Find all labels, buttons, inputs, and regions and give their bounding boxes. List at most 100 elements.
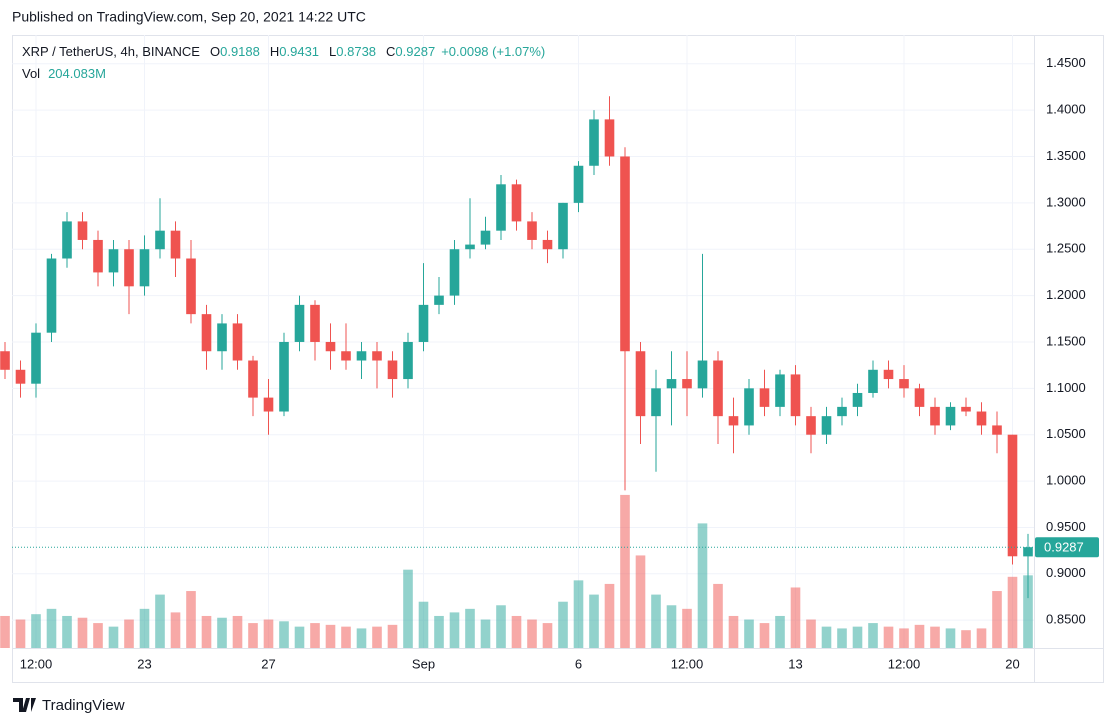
candle-body xyxy=(976,411,987,426)
volume-bar xyxy=(651,594,661,648)
x-tick-label: 13 xyxy=(788,656,802,671)
x-tick-label: 12:00 xyxy=(671,656,704,671)
volume-bar xyxy=(139,608,150,648)
volume-bar xyxy=(46,608,57,648)
candle-body xyxy=(713,360,723,417)
c-letter: C xyxy=(386,44,395,59)
volume-bar xyxy=(728,615,739,648)
volume-bar xyxy=(914,624,925,648)
candle-body xyxy=(558,202,568,250)
volume-bar xyxy=(480,619,491,648)
volume-bar xyxy=(620,494,630,648)
volume-bar xyxy=(558,601,568,648)
candle-body xyxy=(821,416,832,435)
l-letter: L xyxy=(329,44,336,59)
candle-body xyxy=(325,341,336,352)
volume-bar xyxy=(263,619,274,648)
candle-body xyxy=(263,397,274,412)
volume-bar xyxy=(868,623,878,648)
candle-body xyxy=(930,406,940,426)
candle-body xyxy=(217,323,227,352)
candle-body xyxy=(387,360,398,380)
x-tick-label: 6 xyxy=(575,656,582,671)
candle-body xyxy=(651,388,661,417)
candle-body xyxy=(666,379,677,389)
o-value: 0.9188 xyxy=(220,44,260,59)
candle-body xyxy=(914,388,925,407)
volume-name: Vol xyxy=(22,66,40,81)
volume-bar xyxy=(759,623,770,648)
y-tick-label: 0.8500 xyxy=(1046,612,1086,627)
volume-bar xyxy=(372,626,382,648)
chart-frame xyxy=(12,35,1104,683)
volume-bar xyxy=(790,587,801,648)
volume-bar xyxy=(976,628,987,648)
y-tick-label: 1.3500 xyxy=(1046,148,1086,163)
y-tick-label: 0.9000 xyxy=(1046,565,1086,580)
volume-bar xyxy=(542,623,553,648)
volume-bar xyxy=(604,583,615,648)
candle-body xyxy=(186,258,196,315)
volume-bar xyxy=(403,569,413,648)
candle-body xyxy=(294,304,305,342)
x-tick-label: Sep xyxy=(412,656,435,671)
candle-body xyxy=(201,314,212,352)
candle-body xyxy=(356,351,367,361)
x-tick-label: 20 xyxy=(1005,656,1019,671)
y-tick-label: 1.3000 xyxy=(1046,194,1086,209)
candle-body xyxy=(480,230,491,245)
volume-bar xyxy=(635,555,646,648)
candle-body xyxy=(139,249,150,287)
volume-bar xyxy=(434,615,444,648)
volume-bar xyxy=(899,628,909,648)
y-tick-label: 1.2500 xyxy=(1046,241,1086,256)
y-tick-label: 1.1500 xyxy=(1046,333,1086,348)
candle-body xyxy=(449,249,460,296)
volume-bar xyxy=(124,619,134,648)
volume-bar xyxy=(511,615,522,648)
volume-bar xyxy=(837,628,847,648)
candle-body xyxy=(542,239,553,250)
candle-body xyxy=(961,406,971,412)
volume-bar xyxy=(310,623,320,648)
volume-bar xyxy=(1023,575,1033,648)
candle-body xyxy=(0,351,10,370)
candle-body xyxy=(341,351,351,361)
candle-body xyxy=(77,221,88,240)
candle-body xyxy=(852,392,863,407)
volume-bar xyxy=(930,626,940,648)
last-price-label: 0.9287 xyxy=(1044,540,1084,555)
candle-body xyxy=(883,369,894,380)
volume-bar xyxy=(806,619,816,648)
volume-bar xyxy=(217,617,227,648)
y-tick-label: 0.9500 xyxy=(1046,519,1086,534)
candle-body xyxy=(248,360,258,398)
volume-bar xyxy=(341,626,351,648)
volume-bar xyxy=(387,624,398,648)
candle-body xyxy=(589,119,599,166)
l-value: 0.8738 xyxy=(336,44,376,59)
y-tick-label: 1.2000 xyxy=(1046,287,1086,302)
candle-body xyxy=(1007,434,1018,557)
volume-bar xyxy=(821,626,832,648)
volume-bar xyxy=(852,626,863,648)
volume-bar xyxy=(77,617,88,648)
candle-body xyxy=(604,119,615,157)
volume-bar xyxy=(449,612,460,648)
candle-body xyxy=(15,369,26,384)
volume-bar xyxy=(589,594,599,648)
volume-bar xyxy=(93,623,103,648)
logo-mark xyxy=(13,698,36,712)
volume-bar xyxy=(418,601,429,648)
candle-body xyxy=(496,184,506,231)
volume-bar xyxy=(883,626,894,648)
o-letter: O xyxy=(210,44,220,59)
x-tick-label: 12:00 xyxy=(888,656,921,671)
volume-bar xyxy=(248,623,258,648)
volume-bar xyxy=(682,608,692,648)
volume-bar xyxy=(945,628,956,648)
brand-name: TradingView xyxy=(42,697,125,714)
symbol: XRP / TetherUS, 4h, BINANCE xyxy=(22,44,200,59)
candle-body xyxy=(899,379,909,389)
candle-body xyxy=(434,295,444,305)
